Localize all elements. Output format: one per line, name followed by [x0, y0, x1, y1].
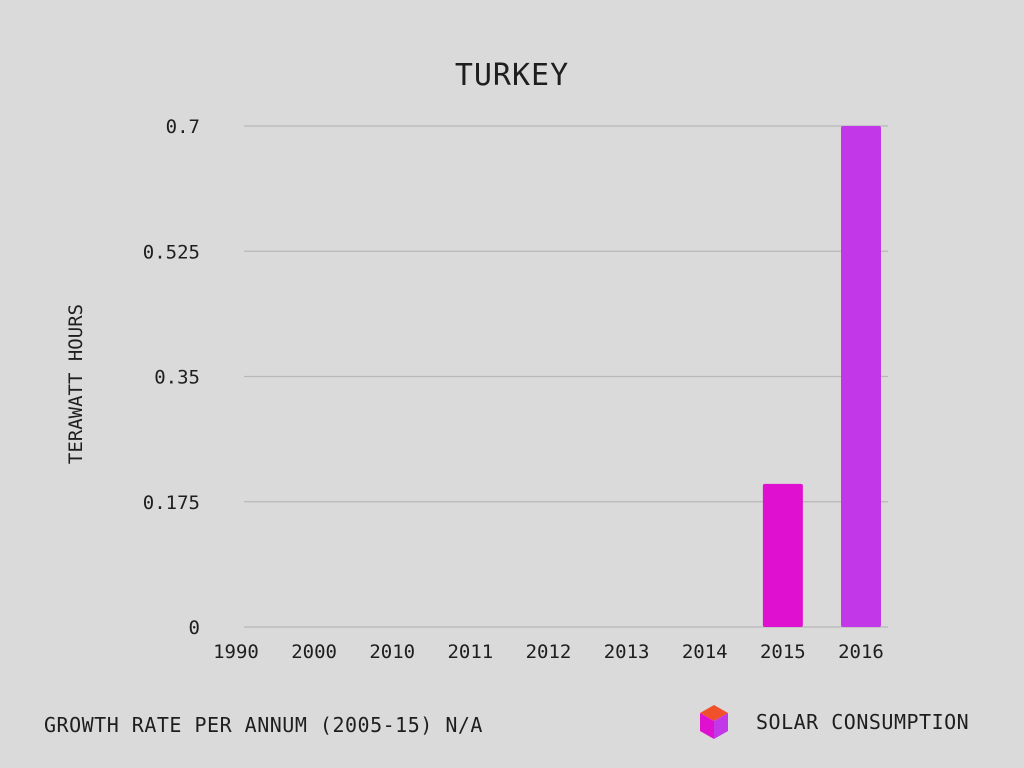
- cube-icon: [700, 705, 728, 739]
- y-tick-label: 0: [189, 617, 200, 639]
- x-axis-ticks: 1990 2000 2010 2011 2012 2013 2014 2015 2016: [213, 641, 884, 663]
- bar-2016: [841, 126, 881, 627]
- legend: SOLAR CONSUMPTION: [698, 703, 969, 741]
- growth-rate-note: GROWTH RATE PER ANNUM (2005-15) N/A: [44, 713, 483, 737]
- x-tick-label: 2010: [369, 641, 415, 663]
- x-tick-label: 2000: [291, 641, 337, 663]
- y-tick-label: 0.7: [166, 116, 200, 138]
- x-tick-label: 2012: [526, 641, 572, 663]
- bars: [762, 126, 881, 627]
- legend-label: SOLAR CONSUMPTION: [756, 710, 970, 734]
- chart-title: TURKEY: [454, 58, 570, 93]
- x-tick-label: 2014: [682, 641, 728, 663]
- y-tick-label: 0.525: [143, 241, 200, 263]
- x-tick-label: 2013: [604, 641, 650, 663]
- y-axis-ticks: 0 0.175 0.35 0.525 0.7: [143, 116, 200, 639]
- y-tick-label: 0.175: [143, 492, 200, 514]
- x-tick-label: 2011: [447, 641, 493, 663]
- y-tick-label: 0.35: [154, 367, 200, 389]
- x-tick-label: 2016: [838, 641, 884, 663]
- y-axis-label: TERAWATT HOURS: [65, 304, 87, 464]
- x-tick-label: 2015: [760, 641, 806, 663]
- bar-2015: [762, 483, 803, 627]
- x-tick-label: 1990: [213, 641, 259, 663]
